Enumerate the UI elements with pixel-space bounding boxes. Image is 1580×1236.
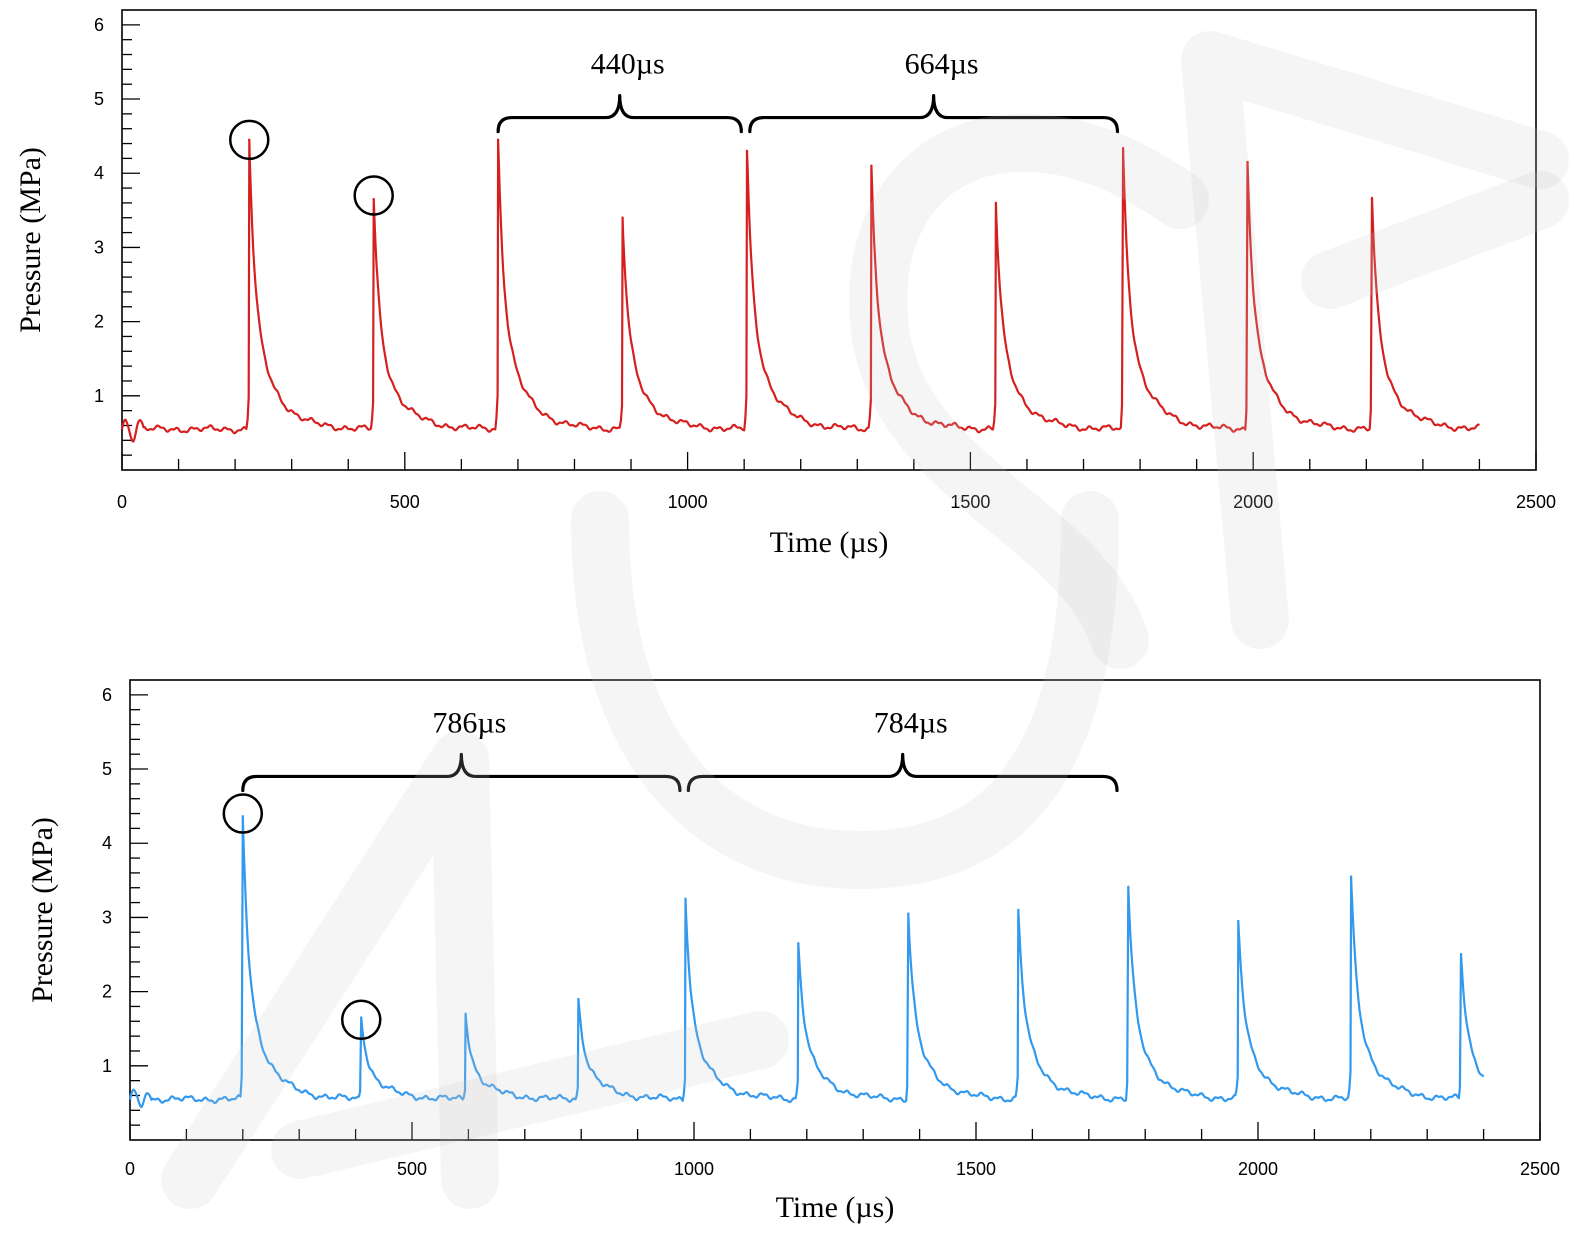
peak-point xyxy=(1459,953,1463,956)
x-tick-label: 1000 xyxy=(668,492,708,512)
x-tick-label: 1500 xyxy=(956,1159,996,1179)
y-tick-label: 4 xyxy=(102,833,112,853)
peak-point xyxy=(241,816,244,819)
peak-point xyxy=(684,897,687,901)
peak-point xyxy=(1370,197,1374,201)
peak-point xyxy=(464,1012,467,1016)
peak-point xyxy=(1349,875,1353,878)
peak-point xyxy=(1017,908,1020,912)
y-tick-label: 5 xyxy=(102,759,112,779)
pressure-series-line xyxy=(128,815,1485,1109)
y-tick-label: 2 xyxy=(102,982,112,1002)
bottom-chart: 0 500 1000 1500 2000 2500 1 2 3 4 5 6 Time (µs) Press… xyxy=(26,679,1560,1224)
y-tick-label: 5 xyxy=(94,89,104,109)
interval-label: 784µs xyxy=(874,706,948,739)
peak-circle-marker xyxy=(229,119,270,161)
peak-point xyxy=(1246,160,1249,164)
peak-circle-marker xyxy=(340,999,382,1041)
peak-point xyxy=(1121,149,1125,153)
peak-point xyxy=(496,138,500,142)
interval-brace xyxy=(686,752,1119,793)
peak-point xyxy=(1127,886,1130,889)
interval-brace xyxy=(496,93,743,134)
x-tick-label: 2500 xyxy=(1520,1159,1560,1179)
interval-brace xyxy=(241,752,682,793)
top-chart: 0 500 1000 1500 2000 2500 1 2 3 4 5 6 Time (µs) Press… xyxy=(14,9,1556,559)
x-axis-label: Time (µs) xyxy=(776,1191,895,1224)
peak-point xyxy=(994,201,998,205)
peak-point xyxy=(907,912,910,915)
plot-frame xyxy=(121,9,1537,471)
x-tick-label: 500 xyxy=(397,1159,427,1179)
y-tick-label: 1 xyxy=(94,386,104,406)
x-tick-label: 0 xyxy=(125,1159,135,1179)
watermark xyxy=(161,31,1569,1209)
peak-point xyxy=(1237,919,1240,923)
peak-point xyxy=(621,216,624,219)
interval-label: 440µs xyxy=(591,48,665,81)
pressure-series-line xyxy=(120,138,1480,443)
interval-brace xyxy=(748,93,1120,134)
y-tick-label: 3 xyxy=(94,237,104,257)
interval-label: 664µs xyxy=(905,48,979,81)
y-tick-label: 1 xyxy=(102,1056,112,1076)
peak-point xyxy=(870,164,873,168)
y-axis-label: Pressure (MPa) xyxy=(26,817,59,1003)
peak-point xyxy=(745,149,749,153)
y-tick-label: 4 xyxy=(94,163,104,183)
x-tick-label: 1500 xyxy=(950,492,990,512)
y-tick-label: 6 xyxy=(102,685,112,705)
y-axis-label: Pressure (MPa) xyxy=(14,147,47,333)
peak-point xyxy=(372,197,375,201)
y-tick-label: 3 xyxy=(102,907,112,927)
x-tick-label: 0 xyxy=(117,492,127,512)
x-tick-label: 2500 xyxy=(1516,492,1556,512)
peak-circle-marker xyxy=(222,793,264,834)
plot-frame xyxy=(129,679,1541,1141)
x-tick-label: 2000 xyxy=(1233,492,1273,512)
y-tick-label: 2 xyxy=(94,312,104,332)
interval-label: 786µs xyxy=(432,706,506,739)
x-tick-label: 2000 xyxy=(1238,1159,1278,1179)
x-tick-label: 500 xyxy=(390,492,420,512)
y-tick-label: 6 xyxy=(94,15,104,35)
peak-point xyxy=(797,942,800,945)
peak-point xyxy=(577,997,580,1001)
peak-circle-marker xyxy=(353,175,394,216)
x-axis-label: Time (µs) xyxy=(770,526,889,559)
peak-point xyxy=(360,1016,363,1019)
peak-point xyxy=(248,138,251,142)
x-tick-label: 1000 xyxy=(674,1159,714,1179)
